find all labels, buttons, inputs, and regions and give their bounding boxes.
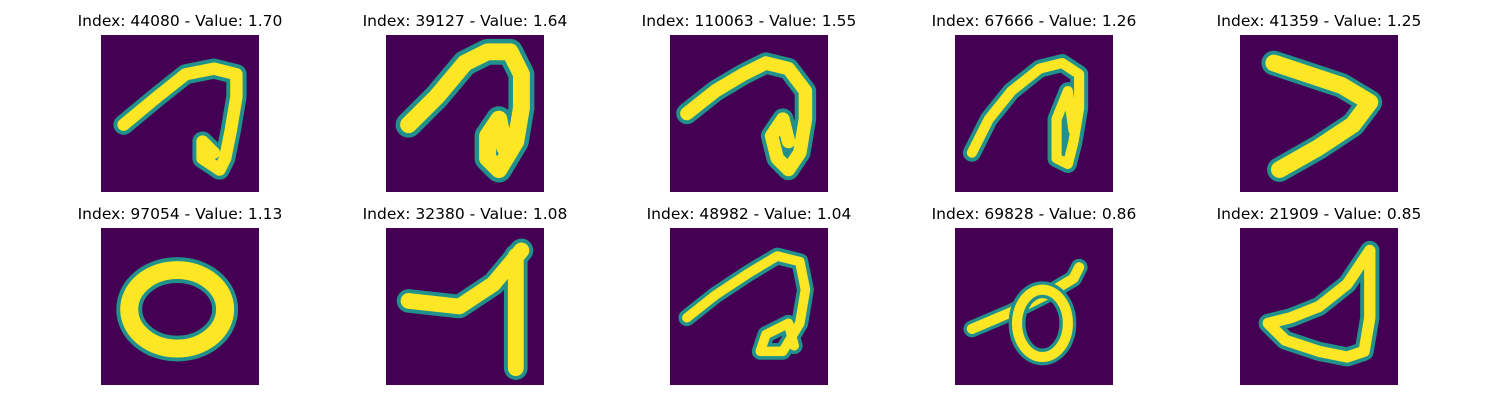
digit-image-svg <box>386 35 544 192</box>
digit-image <box>1240 35 1398 192</box>
digit-image-svg <box>955 35 1113 192</box>
subplot-title: Index: 110063 - Value: 1.55 <box>641 12 857 30</box>
subplot-title: Index: 44080 - Value: 1.70 <box>77 12 283 30</box>
digit-image-svg <box>670 228 828 385</box>
subplot-title: Index: 21909 - Value: 0.85 <box>1216 205 1422 223</box>
digit-image-svg <box>101 35 259 192</box>
subplot-title: Index: 69828 - Value: 0.86 <box>931 205 1137 223</box>
subplot-title: Index: 67666 - Value: 1.26 <box>931 12 1137 30</box>
subplot-title: Index: 41359 - Value: 1.25 <box>1216 12 1422 30</box>
digit-image <box>670 35 828 192</box>
digit-image-svg <box>101 228 259 385</box>
digit-image <box>101 35 259 192</box>
digit-image <box>955 35 1113 192</box>
digit-image <box>386 35 544 192</box>
digit-image <box>955 228 1113 385</box>
digit-image-svg <box>1240 35 1398 192</box>
subplot-title: Index: 97054 - Value: 1.13 <box>77 205 283 223</box>
digit-image-svg <box>1240 228 1398 385</box>
digit-image <box>1240 228 1398 385</box>
digit-image-svg <box>386 228 544 385</box>
digit-image <box>670 228 828 385</box>
digit-image <box>101 228 259 385</box>
subplot-title: Index: 48982 - Value: 1.04 <box>646 205 852 223</box>
digit-image <box>386 228 544 385</box>
digit-image-svg <box>955 228 1113 385</box>
digit-image-svg <box>670 35 828 192</box>
subplot-title: Index: 32380 - Value: 1.08 <box>362 205 568 223</box>
subplot-title: Index: 39127 - Value: 1.64 <box>362 12 568 30</box>
